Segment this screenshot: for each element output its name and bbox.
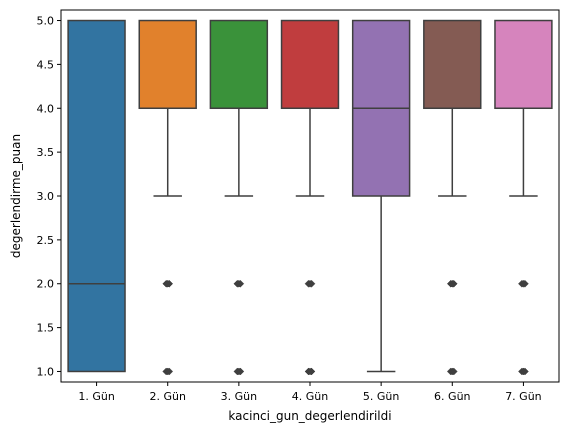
axes-layer: 1.0 1.5 2.0 2.5 3.0 3.5 4.0 4.5 5.0 1. Gün 2. Gün 3… [37, 15, 542, 403]
x-axis-label: kacinci_gun_degerlendirildi [228, 409, 391, 423]
outlier-point [236, 367, 245, 376]
x-tick-label: 5. Gün [363, 390, 399, 403]
box [138, 19, 197, 110]
box-group [351, 19, 411, 373]
y-tick-label: 5.0 [37, 15, 55, 28]
outlier-point [165, 367, 174, 376]
outlier-point [165, 279, 174, 288]
outlier-point [449, 367, 458, 376]
y-tick-label: 3.5 [37, 146, 55, 159]
x-tick-label: 3. Gün [221, 390, 257, 403]
x-tick-label: 6. Gün [434, 390, 470, 403]
box-group [138, 19, 197, 376]
y-tick-label: 4.0 [37, 102, 55, 115]
box [280, 19, 340, 110]
box [423, 19, 482, 110]
y-tick-label: 4.5 [37, 58, 55, 71]
y-tick-label: 2.5 [37, 234, 55, 247]
x-tick-label: 2. Gün [149, 390, 185, 403]
boxes-layer [67, 19, 553, 376]
box-group [67, 19, 126, 373]
outlier-point [236, 279, 245, 288]
box-group [209, 19, 269, 376]
outlier-point [521, 279, 529, 288]
box [494, 19, 553, 110]
box-group [423, 19, 482, 376]
box-group [494, 19, 553, 376]
outlier-point [307, 367, 316, 376]
x-tick-label: 4. Gün [292, 390, 328, 403]
x-tick-label: 7. Gün [505, 390, 541, 403]
y-axis-label: degerlendirme_puan [9, 134, 23, 258]
y-tick-label: 3.0 [37, 190, 55, 203]
outlier-point [521, 367, 529, 376]
outlier-point [307, 279, 316, 288]
y-tick-label: 1.5 [37, 322, 55, 335]
outlier-point [449, 279, 458, 288]
y-tick-label: 2.0 [37, 278, 55, 291]
box [67, 19, 126, 373]
y-tick-label: 1.0 [37, 365, 55, 378]
x-tick-label: 1. Gün [78, 390, 114, 403]
box-group [280, 19, 340, 376]
box [209, 19, 269, 110]
